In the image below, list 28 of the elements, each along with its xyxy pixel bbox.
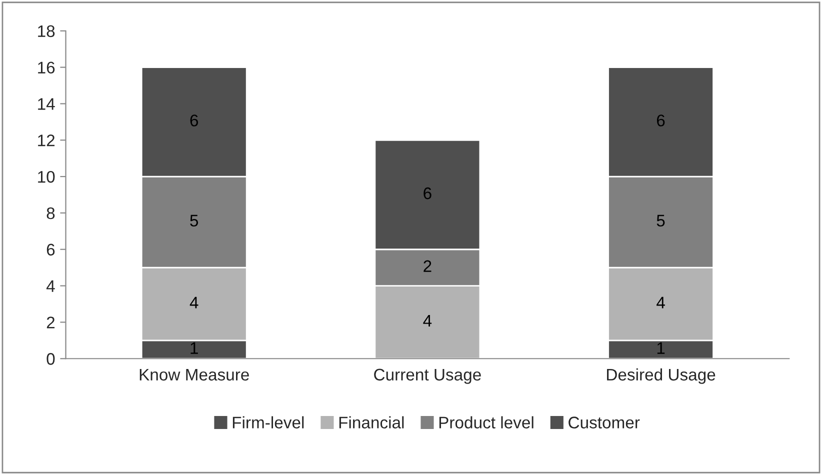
data-label: 6 [656,114,665,126]
data-label: 4 [190,296,198,308]
data-label: 6 [190,114,198,126]
legend-label: Firm-level [232,416,304,428]
data-label: 2 [424,260,432,272]
y-tick-label: 4 [46,280,55,292]
y-tick-label: 18 [38,25,55,38]
data-label: 4 [656,296,665,308]
y-tick-label: 16 [38,62,55,74]
legend-label: Customer [568,416,640,428]
x-tick-label: Desired Usage [607,368,716,384]
x-tick-label: Current Usage [374,368,481,384]
y-tick-label: 12 [38,134,55,146]
y-tick-label: 10 [38,170,55,183]
legend-label: Product level [439,416,534,428]
y-tick-label: 14 [38,98,55,110]
y-tick-label: 0 [46,353,55,365]
y-tick-label: 8 [46,207,55,220]
data-label: 4 [423,315,432,327]
data-label: 6 [424,187,432,200]
data-label: 5 [656,214,665,227]
y-tick-label: 2 [46,316,55,328]
x-tick-label: Know Measure [140,368,249,381]
data-label: 1 [657,342,665,354]
y-tick-label: 6 [46,244,55,256]
data-label: 1 [190,342,198,354]
legend-label: Financial [339,416,404,428]
data-label: 5 [190,214,198,227]
